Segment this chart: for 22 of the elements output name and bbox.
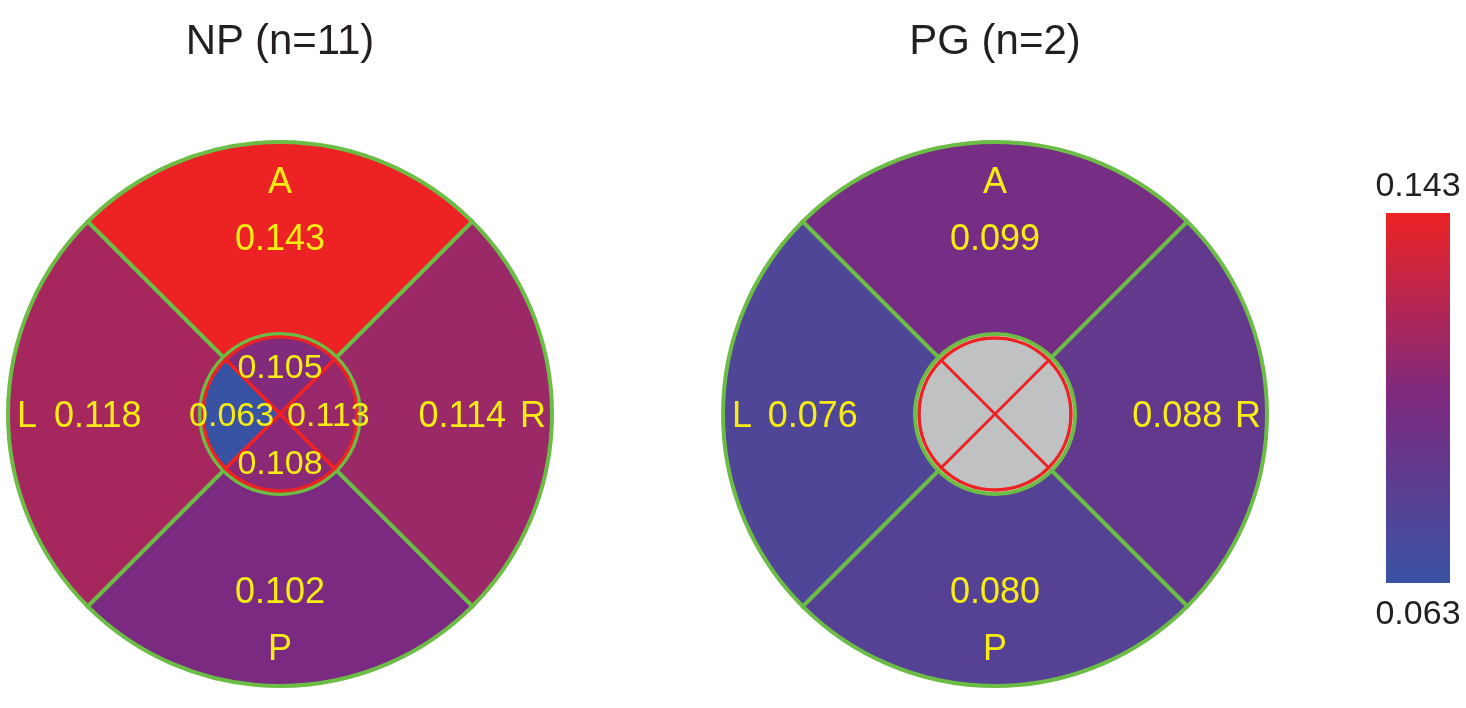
text: 0.143 — [1374, 164, 1462, 205]
data-label: 0.118 — [54, 393, 142, 435]
data-label: 0.099 — [949, 216, 1041, 258]
category-label: L — [17, 393, 38, 435]
data-label: 0.076 — [767, 393, 858, 435]
data-label: 0.105 — [237, 346, 323, 385]
category-label: R — [519, 393, 546, 435]
text: 0.063 — [1374, 592, 1462, 633]
data-label: 0.143 — [234, 216, 326, 258]
data-label: 0.080 — [949, 570, 1041, 612]
text: PG (n=2) — [908, 16, 1082, 64]
data-label: 0.088 — [1132, 393, 1223, 435]
data-label: 0.108 — [237, 443, 323, 482]
category-label: A — [982, 159, 1008, 201]
category-label: P — [267, 627, 293, 669]
data-label: 0.114 — [418, 393, 506, 435]
category-label: L — [732, 393, 753, 435]
category-label: P — [982, 627, 1008, 669]
category-label: R — [1234, 393, 1261, 435]
data-label: 0.102 — [234, 570, 326, 612]
category-label: A — [267, 159, 293, 201]
text: NP (n=11) — [184, 16, 376, 64]
